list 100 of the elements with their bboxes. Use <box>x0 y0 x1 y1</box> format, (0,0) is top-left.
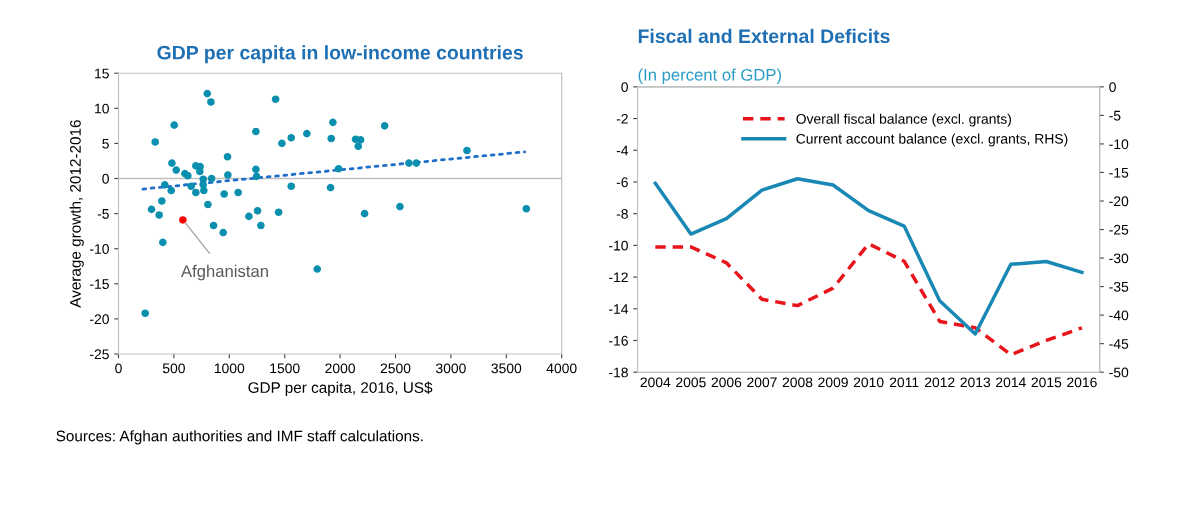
x-tick-label: 2005 <box>676 377 706 388</box>
point <box>234 188 242 197</box>
x-tick-label: 2015 <box>1031 377 1062 388</box>
point <box>172 166 181 174</box>
y-tick-label: 0 <box>102 173 109 184</box>
legend-label: Overall fiscal balance (excl. grants) <box>796 113 1011 127</box>
point <box>405 159 413 167</box>
point <box>360 209 369 218</box>
point <box>278 139 286 148</box>
point <box>271 95 280 103</box>
point <box>287 182 296 191</box>
point <box>380 122 389 130</box>
point <box>209 221 218 230</box>
x-tick-label: 2012 <box>924 377 955 388</box>
y2-tick-label: -45 <box>1109 339 1129 349</box>
x-tick-label: 2011 <box>889 377 919 388</box>
y-tick-label: 15 <box>95 68 109 79</box>
y-tick-label: -20 <box>90 314 109 325</box>
point <box>253 207 262 215</box>
y-axis-title: Average growth, 2012-2016 <box>69 120 84 308</box>
x-tick-label: 2000 <box>325 363 355 374</box>
line-series <box>653 176 1084 336</box>
point <box>179 216 187 224</box>
point <box>200 186 208 195</box>
x-tick-label: 2009 <box>818 377 848 388</box>
point <box>252 172 261 181</box>
x-tick-label: 1500 <box>270 363 300 374</box>
point <box>334 164 343 173</box>
x-tick-label: 2016 <box>1067 377 1097 388</box>
point <box>207 174 216 183</box>
y-tick-label: -14 <box>609 304 629 314</box>
annotation: Afghanistan <box>181 264 268 281</box>
point <box>327 134 336 143</box>
x-tick-label: 500 <box>162 363 185 374</box>
y-tick-label: -12 <box>609 272 628 283</box>
point <box>463 146 471 155</box>
point <box>187 182 195 191</box>
chart-title: Fiscal and External Deficits <box>638 28 890 44</box>
point <box>274 208 283 217</box>
point <box>220 190 229 198</box>
y-tick-label: 10 <box>95 103 109 114</box>
point <box>203 89 212 98</box>
y2-tick-label: -10 <box>1109 139 1129 150</box>
y2-tick-label: -5 <box>1109 110 1121 121</box>
line-series <box>653 242 1084 357</box>
y-tick-label: -4 <box>616 145 629 156</box>
y2-tick-label: 0 <box>1109 82 1116 93</box>
y2-tick-label: -15 <box>1109 167 1129 178</box>
y-tick-label: -18 <box>609 367 628 378</box>
point <box>329 118 337 127</box>
y-tick-label: -15 <box>90 279 109 289</box>
x-tick-label: 2008 <box>782 377 813 388</box>
point <box>303 129 311 138</box>
point <box>167 186 176 195</box>
point <box>396 202 404 211</box>
point <box>224 171 232 179</box>
source-note: Sources: Afghan authorities and IMF staff calculations. <box>56 430 423 445</box>
x-tick-label: 3000 <box>435 363 466 374</box>
y2-tick-label: -50 <box>1109 367 1129 378</box>
point <box>245 212 253 221</box>
point <box>252 165 260 174</box>
y-tick-label: -5 <box>97 209 109 219</box>
y-tick-label: -10 <box>609 240 628 251</box>
x-tick-label: 2013 <box>960 377 991 388</box>
x-tick-label: 2014 <box>996 377 1026 388</box>
y-tick-label: -6 <box>616 177 628 188</box>
y2-tick-label: -25 <box>1109 224 1129 235</box>
y2-tick-label: -35 <box>1109 281 1129 292</box>
point <box>356 136 365 144</box>
y-tick-label: -25 <box>90 349 109 360</box>
point <box>159 238 167 247</box>
x-tick-label: 2007 <box>747 377 777 388</box>
point <box>147 205 156 214</box>
point <box>412 159 421 167</box>
x-tick-label: 2010 <box>853 377 884 388</box>
x-tick-label: 2006 <box>711 377 742 388</box>
point <box>207 98 215 106</box>
y-tick-label: -2 <box>616 113 628 124</box>
y-tick-label: -8 <box>616 209 628 219</box>
point <box>151 138 159 146</box>
y2-tick-label: -40 <box>1109 310 1129 321</box>
point <box>219 228 228 237</box>
point <box>158 197 166 205</box>
x-tick-label: 2500 <box>380 363 411 374</box>
point <box>204 200 212 209</box>
point <box>354 142 363 151</box>
chart-subtitle: (In percent of GDP) <box>638 68 781 85</box>
point <box>326 183 335 192</box>
y-tick-label: 0 <box>621 82 628 93</box>
y2-tick-label: -20 <box>1109 196 1129 207</box>
point <box>192 188 200 197</box>
x-tick-label: 2004 <box>640 377 671 388</box>
x-tick-label: 4000 <box>546 363 577 374</box>
x-tick-label: 0 <box>115 363 122 374</box>
y-tick-label: -16 <box>609 335 628 346</box>
point <box>313 265 322 273</box>
y-tick-label: 5 <box>102 138 109 149</box>
y2-tick-label: -30 <box>1109 253 1129 264</box>
x-tick-label: 3500 <box>491 363 522 374</box>
point <box>257 221 265 230</box>
